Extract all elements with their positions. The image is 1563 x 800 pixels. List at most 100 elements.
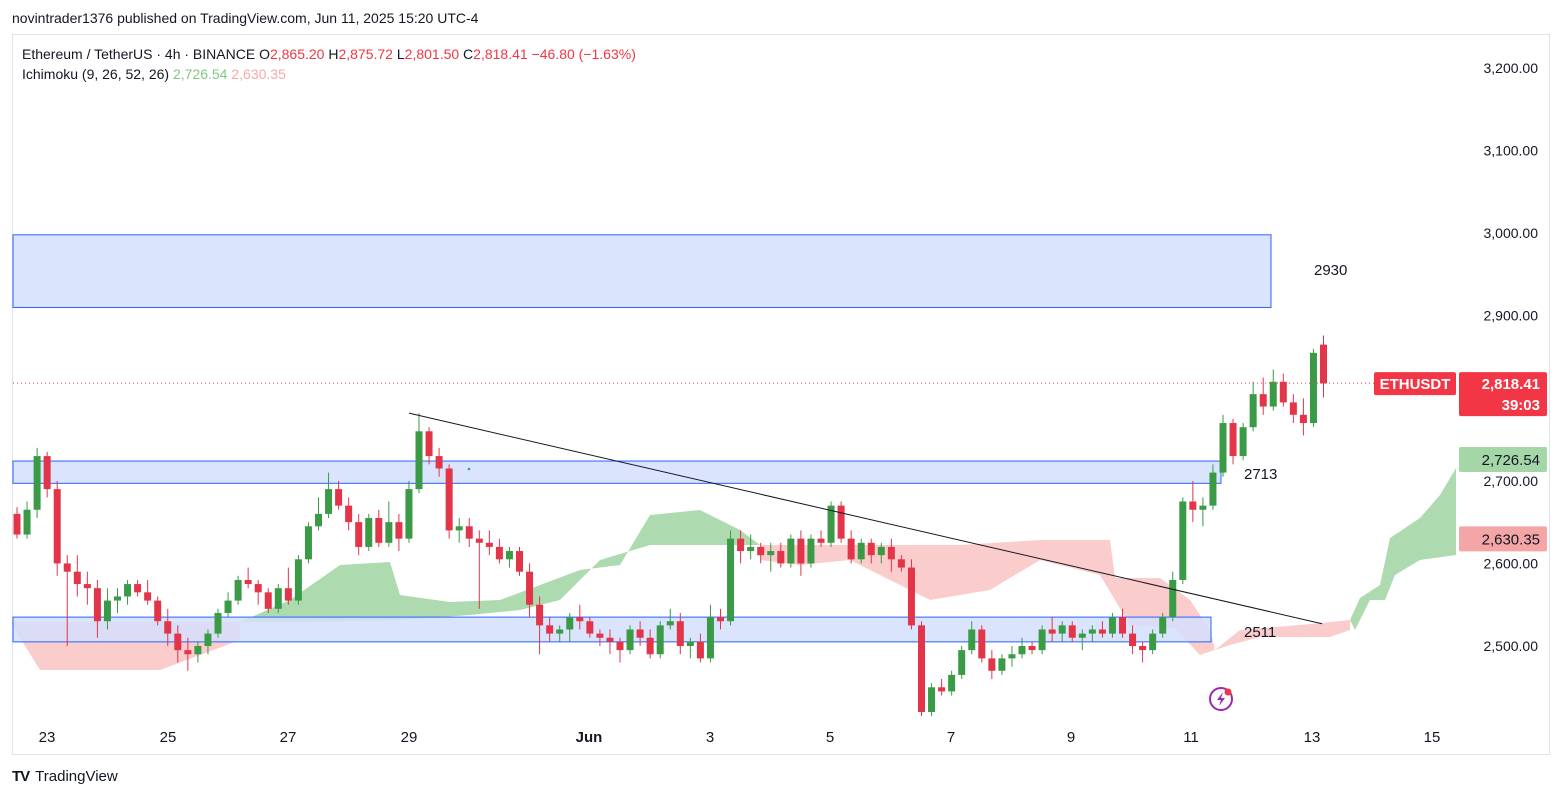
x-tick-label: 11 bbox=[1183, 729, 1199, 746]
candle-body bbox=[767, 551, 775, 556]
cloud-bull-segment bbox=[1350, 468, 1456, 630]
candle-body bbox=[837, 505, 845, 539]
time-axis: 23 25 27 29 Jun 3 5 7 9 11 13 15 bbox=[39, 729, 1441, 746]
brand-name: TradingView bbox=[35, 768, 118, 785]
candle-body bbox=[938, 687, 946, 692]
candle-body bbox=[1209, 472, 1217, 506]
candle-body bbox=[385, 522, 393, 543]
zone-label: 2930 bbox=[1314, 262, 1347, 279]
x-tick-label: 9 bbox=[1067, 729, 1075, 746]
candle-body bbox=[717, 617, 724, 622]
zone-box bbox=[12, 460, 1222, 484]
candle-body bbox=[847, 538, 855, 560]
candle-body bbox=[23, 509, 31, 535]
candle-body bbox=[827, 505, 835, 543]
y-tick-label: 2,900.00 bbox=[1484, 308, 1539, 324]
candle-body bbox=[144, 592, 152, 601]
footer-brand[interactable]: TV TradingView bbox=[12, 768, 118, 785]
candle-body bbox=[747, 546, 755, 552]
candle-body bbox=[546, 625, 554, 634]
candle-body bbox=[445, 468, 453, 531]
y-tick-label: 3,200.00 bbox=[1484, 60, 1539, 76]
candle-body bbox=[727, 538, 735, 622]
price-tags: ETHUSDT 2,818.41 39:03 2,726.54 2,630.35 bbox=[1374, 372, 1547, 552]
symbol-title[interactable]: Ethereum / TetherUS · 4h · BINANCE bbox=[22, 46, 256, 62]
candle-body bbox=[1058, 625, 1066, 634]
candle-body bbox=[857, 542, 865, 560]
candle-body bbox=[134, 584, 142, 593]
candle-body bbox=[1048, 629, 1056, 634]
candle-body bbox=[686, 641, 694, 646]
candle-body bbox=[817, 538, 825, 543]
candle-body bbox=[274, 588, 282, 609]
candle-body bbox=[194, 646, 202, 655]
candle-body bbox=[1199, 505, 1207, 510]
candle-body bbox=[1299, 414, 1307, 424]
ichimoku-title: Ichimoku (9, 26, 52, 26) bbox=[22, 66, 170, 82]
candle-body bbox=[1239, 427, 1247, 457]
candle-body bbox=[505, 551, 513, 560]
candle-body bbox=[375, 518, 383, 543]
candle-body bbox=[626, 629, 634, 651]
candle-body bbox=[1179, 501, 1187, 580]
candle-body bbox=[656, 625, 664, 655]
trendline bbox=[408, 412, 1323, 625]
candle-body bbox=[666, 621, 674, 626]
zone-labels: 2930 2713 2511 bbox=[1244, 262, 1347, 641]
marker-dot bbox=[467, 467, 471, 471]
zone-box bbox=[12, 234, 1272, 308]
candle-body bbox=[1169, 579, 1177, 618]
low-value: 2,801.50 bbox=[404, 46, 460, 62]
price-axis: 3,200.003,100.003,000.002,900.002,800.00… bbox=[1484, 60, 1539, 654]
candle-body bbox=[757, 546, 765, 556]
candle-body bbox=[706, 617, 714, 659]
candle-body bbox=[224, 600, 232, 613]
x-tick-label: 15 bbox=[1424, 729, 1441, 746]
candle-body bbox=[1028, 646, 1036, 651]
cloud-bull-segment bbox=[240, 510, 760, 622]
y-tick-label: 2,500.00 bbox=[1484, 638, 1539, 654]
ichimoku-tag bbox=[1459, 446, 1547, 472]
candle-body bbox=[63, 563, 71, 572]
x-tick-label: Jun bbox=[576, 729, 603, 746]
publish-info: novintrader1376 published on TradingView… bbox=[12, 10, 479, 26]
candle-body bbox=[1309, 352, 1317, 424]
candle-body bbox=[516, 551, 523, 572]
candle-body bbox=[1159, 617, 1167, 634]
chart-frame bbox=[12, 34, 1550, 755]
open-value: 2,865.20 bbox=[269, 46, 325, 62]
candle-body bbox=[425, 431, 433, 457]
candle-body bbox=[907, 567, 915, 626]
candle-body bbox=[556, 629, 564, 634]
countdown-text: 39:03 bbox=[1502, 397, 1540, 414]
x-tick-label: 23 bbox=[39, 729, 56, 746]
candle-body bbox=[867, 542, 875, 556]
tradingview-logo-icon: TV bbox=[12, 768, 30, 785]
candle-body bbox=[526, 571, 534, 605]
candle-body bbox=[978, 629, 986, 659]
symbol-tag-text: ETHUSDT bbox=[1380, 376, 1451, 393]
candle-body bbox=[355, 522, 363, 547]
y-tick-label: 2,600.00 bbox=[1484, 555, 1539, 571]
candle-body bbox=[475, 538, 483, 543]
cloud-bear-segment bbox=[760, 540, 1215, 655]
candle-body bbox=[1269, 381, 1277, 407]
candle-body bbox=[1279, 381, 1287, 403]
candle-body bbox=[495, 546, 503, 560]
x-tick-label: 13 bbox=[1304, 729, 1321, 746]
candle-body bbox=[415, 431, 423, 490]
candle-body bbox=[1249, 394, 1257, 428]
cloud-bear-segment bbox=[1215, 620, 1350, 650]
lightning-icon[interactable] bbox=[1209, 687, 1233, 711]
x-tick-label: 25 bbox=[160, 729, 177, 746]
change-value: −46.80 (−1.63%) bbox=[531, 46, 636, 62]
candle-body bbox=[968, 629, 976, 651]
candle-body bbox=[1119, 617, 1126, 634]
ichimoku-legend[interactable]: Ichimoku (9, 26, 52, 26) 2,726.54 2,630.… bbox=[22, 66, 286, 82]
candle-body bbox=[315, 513, 322, 527]
trendline-layer bbox=[13, 382, 1455, 625]
candle-body bbox=[586, 621, 594, 634]
candle-body bbox=[1189, 501, 1197, 510]
candle-body bbox=[405, 489, 413, 539]
